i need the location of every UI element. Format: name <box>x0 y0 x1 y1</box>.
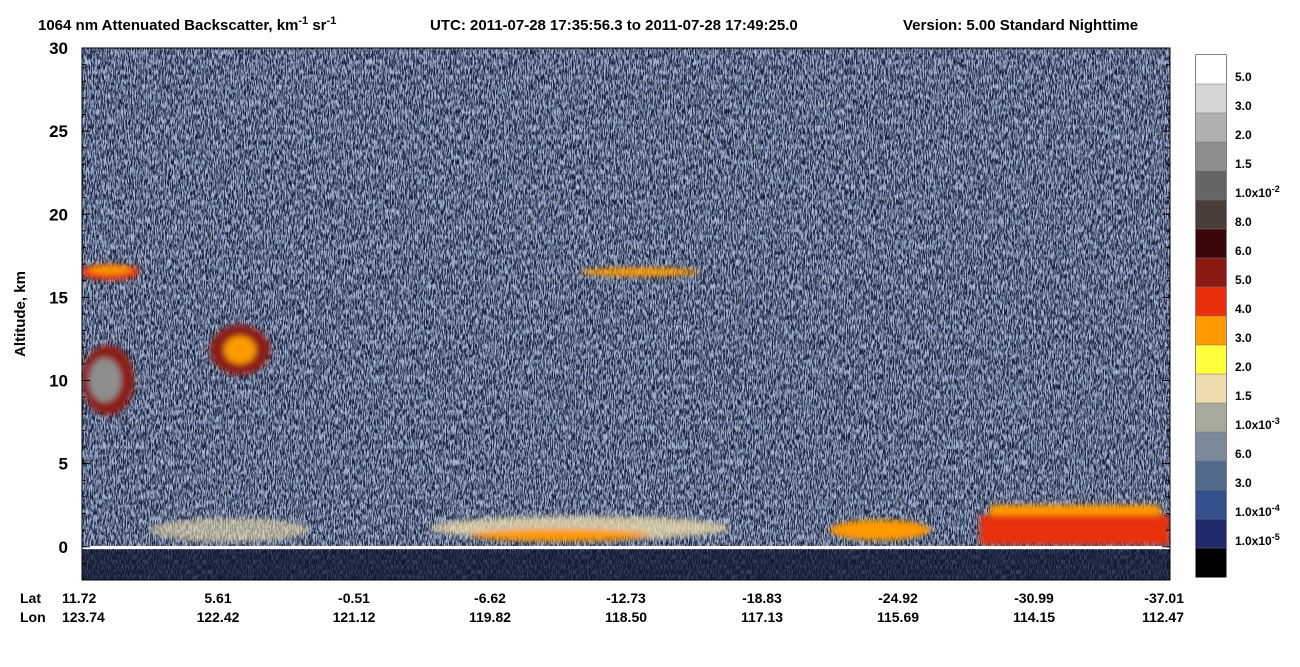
colorbar-bin <box>1196 171 1226 200</box>
colorbar-label-base: 1.0x10 <box>1235 186 1272 200</box>
y-tick-label: 25 <box>49 122 68 141</box>
colorbar-bin <box>1196 258 1226 287</box>
time-range: UTC: 2011-07-28 17:35:56.3 to 2011-07-28… <box>430 17 798 34</box>
colorbar-label-exponent: -2 <box>1272 184 1280 194</box>
colorbar-bin <box>1196 403 1226 432</box>
y-tick-label: 30 <box>49 39 68 58</box>
y-tick-label: 10 <box>49 372 68 391</box>
colorbar-label-base: 1.0x10 <box>1235 418 1272 432</box>
x-tick-label: -37.01 <box>1144 590 1184 606</box>
x-tick-label: 112.47 <box>1142 609 1184 625</box>
colorbar-bin <box>1196 519 1226 548</box>
x-tick-label: 115.69 <box>877 609 919 625</box>
colorbar-label: 8.0 <box>1235 215 1252 229</box>
y-tick-label: 0 <box>59 538 68 557</box>
colorbar-bin <box>1196 490 1226 519</box>
x-tick-label: 119.82 <box>469 609 511 625</box>
colorbar-label: 5.0 <box>1235 273 1252 287</box>
title-part: 1064 nm Attenuated Backscatter, km <box>38 17 298 34</box>
colorbar-label: 3.0 <box>1235 331 1252 345</box>
colorbar-bin <box>1196 142 1226 171</box>
colorbar-label: 2.0 <box>1235 360 1252 374</box>
colorbar-bin <box>1196 345 1226 374</box>
x-tick-label: 123.74 <box>62 609 105 625</box>
colorbar-bin <box>1196 113 1226 142</box>
x-tick-label: 5.61 <box>204 590 231 606</box>
colorbar-label-exponent: -4 <box>1272 503 1280 513</box>
x-tick-label: 118.50 <box>605 609 647 625</box>
backscatter-image <box>82 48 1170 580</box>
colorbar-bin <box>1196 229 1226 258</box>
colorbar-label: 4.0 <box>1235 302 1252 316</box>
colorbar-label: 5.0 <box>1235 70 1252 84</box>
colorbar-bin <box>1196 316 1226 345</box>
colorbar-bin <box>1196 548 1226 577</box>
x-tick-label: -18.83 <box>742 590 782 606</box>
colorbar-label-base: 1.0x10 <box>1235 505 1272 519</box>
x-tick-label: -6.62 <box>474 590 506 606</box>
colorbar-bin <box>1196 461 1226 490</box>
colorbar-label-exponent: -3 <box>1272 416 1280 426</box>
colorbar-bin <box>1196 200 1226 229</box>
colorbar-label: 6.0 <box>1235 244 1252 258</box>
version: Version: 5.00 Standard Nighttime <box>903 17 1138 34</box>
colorbar-label: 1.0x10-3 <box>1235 416 1280 432</box>
y-tick-label: 5 <box>59 455 68 474</box>
x-tick-label: -30.99 <box>1014 590 1054 606</box>
colorbar-label: 3.0 <box>1235 476 1252 490</box>
colorbar-label-base: 1.0x10 <box>1235 534 1272 548</box>
colorbar-bin <box>1196 374 1226 403</box>
y-tick-label: 20 <box>49 205 68 224</box>
colorbar-bin <box>1196 287 1226 316</box>
x-row-name: Lon <box>20 609 46 625</box>
colorbar-label: 1.5 <box>1235 157 1252 171</box>
x-row-name: Lat <box>20 590 41 606</box>
colorbar-label: 1.0x10-4 <box>1235 503 1280 519</box>
y-axis-label: Altitude, km <box>12 271 29 357</box>
colorbar-bin <box>1196 84 1226 113</box>
colorbar-label: 1.5 <box>1235 389 1252 403</box>
x-tick-label: -12.73 <box>606 590 646 606</box>
title-superscript: -1 <box>298 15 308 27</box>
colorbar-label-exponent: -5 <box>1272 532 1280 542</box>
title-superscript: -1 <box>327 15 337 27</box>
colorbar-label: 2.0 <box>1235 128 1252 142</box>
title-part: sr <box>308 17 327 34</box>
x-tick-label: 114.15 <box>1013 609 1055 625</box>
colorbar-bin <box>1196 432 1226 461</box>
x-tick-label: 11.72 <box>62 590 96 606</box>
y-tick-label: 15 <box>49 288 68 307</box>
colorbar-label: 1.0x10-5 <box>1235 532 1280 548</box>
colorbar-label: 3.0 <box>1235 99 1252 113</box>
colorbar-bin <box>1196 55 1226 84</box>
x-tick-label: 122.42 <box>197 609 240 625</box>
chart-title: 1064 nm Attenuated Backscatter, km-1 sr-… <box>38 15 336 34</box>
colorbar-label: 6.0 <box>1235 447 1252 461</box>
x-tick-label: -24.92 <box>878 590 918 606</box>
colorbar-label: 1.0x10-2 <box>1235 184 1280 200</box>
x-tick-label: 117.13 <box>741 609 783 625</box>
x-tick-label: 121.12 <box>333 609 376 625</box>
x-tick-label: -0.51 <box>338 590 370 606</box>
